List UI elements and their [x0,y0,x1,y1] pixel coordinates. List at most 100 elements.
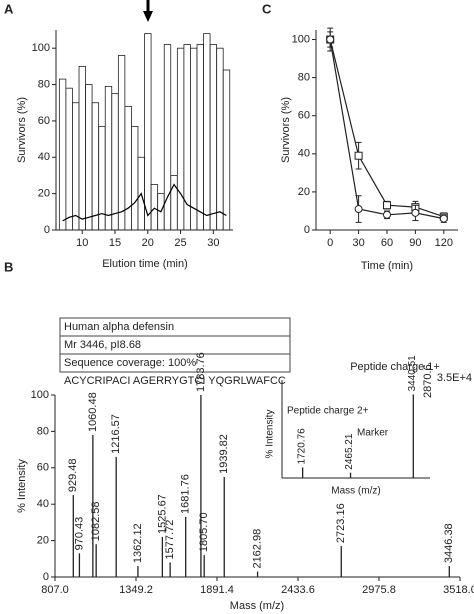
x-tick-label: 60 [381,237,393,249]
y-tick-label: 60 [38,115,50,127]
inset-peak-label: 2465.21 [344,433,355,470]
marker [326,35,335,44]
peak-label: 929.48 [67,458,79,492]
peak-label: 3446.38 [443,523,455,563]
inset-y-axis-title: % Intensity [265,410,276,459]
y-tick-label: 100 [31,389,49,401]
bar [176,47,185,231]
y-tick-label: 0 [43,571,49,583]
x-tick-label: 2433.6 [281,584,315,596]
bar [124,105,132,231]
info-box-cell [59,353,291,373]
trace-line [62,183,227,222]
bar [111,93,119,231]
marker [383,210,391,219]
y-axis-title: Survivors (%) [280,97,292,163]
x-tick-label: 10 [76,237,88,249]
y-tick-label: 0 [304,224,310,236]
x-tick-label: 1891.4 [200,584,234,596]
marker [383,201,391,210]
panel-label: B [4,259,13,274]
x-tick-label: 30 [352,237,364,249]
info-box-text: Sequence coverage: 100% [64,357,196,369]
peak-label: 2723.16 [335,503,347,543]
bar [65,87,73,231]
y-axis-title: Survivors (%) [16,97,28,163]
scale-label: 3.5E+4 [437,372,472,384]
x-tick-label: 2975.8 [362,584,396,596]
peak-label: 1805.70 [198,512,210,552]
y-tick-label: 80 [298,72,310,84]
y-tick-label: 100 [292,33,310,45]
panel-label: A [4,1,14,16]
bar [144,33,152,231]
x-tick-label: 3518.0 [443,584,474,596]
peak-label: 1362.12 [132,523,144,563]
peak-label: 1577.72 [164,520,176,560]
x-tick-label: 807.0 [41,584,69,596]
y-tick-label: 20 [298,186,310,198]
inset-peak-label: 1720.76 [296,428,307,465]
bar [104,85,113,231]
y-tick-label: 40 [38,151,50,163]
y-tick-label: 100 [32,42,50,54]
x-tick-label: 1349.2 [119,584,153,596]
bar [209,44,218,231]
bar [78,65,86,231]
bar [72,102,80,231]
bar [222,69,231,231]
marker [354,205,363,214]
x-tick-label: 15 [109,237,121,249]
bar [131,125,139,231]
x-axis-title: Elution time (min) [102,258,188,270]
inset-annotation: Peptide charge 2+ [287,406,369,417]
inset-x-axis-title: Mass (m/z) [331,486,380,497]
bar [91,102,100,231]
inset-peak-label: 3440.51 [407,355,418,392]
bar [183,44,191,231]
bar [58,78,67,231]
peak-label: 1060.48 [87,392,99,432]
x-tick-label: 0 [327,237,333,249]
series-line [329,39,444,218]
peak-label: 1783.76 [195,352,207,392]
panel-label: C [262,1,272,16]
x-tick-label: 25 [174,237,186,249]
info-box-text: Human alpha defensin [64,321,174,333]
y-axis-title: % Intensity [16,459,28,513]
y-tick-label: 20 [37,535,49,547]
bar [196,44,204,231]
series-line [329,39,444,220]
x-tick-label: 90 [409,237,421,249]
x-axis-title: Time (min) [361,260,413,272]
peak-label: 1082.58 [90,501,102,541]
bar [150,184,159,231]
x-tick-label: 120 [435,237,453,249]
bar [117,55,126,231]
y-tick-label: 0 [44,224,50,236]
bar [216,47,224,231]
info-box-text: ACYCRIPACI AGERRYGTCI YQGRLWAFCC [64,375,286,387]
y-tick-label: 60 [298,110,310,122]
bar [203,33,211,231]
info-box-text: Mr 3446, pI8.68 [64,339,141,351]
y-tick-label: 60 [37,462,49,474]
bar [190,47,198,231]
peak-label: 1939.82 [218,434,230,474]
inset-title: Peptide charge 1+ [350,361,440,373]
y-tick-label: 40 [298,148,310,160]
y-tick-label: 40 [37,498,49,510]
bar [85,84,93,231]
inset-annotation: Marker [357,428,389,439]
peak-label: 1216.57 [110,414,122,454]
marker [411,208,420,217]
marker [439,214,448,223]
peak-label: 1525.67 [156,494,168,534]
x-axis-title: Mass (m/z) [230,600,284,612]
peak-label: 970.43 [73,517,85,551]
y-tick-label: 80 [38,78,50,90]
peak-label: 1681.76 [180,474,192,514]
inset-corner-label: 2870.6 [422,364,434,398]
y-tick-label: 20 [38,188,50,200]
